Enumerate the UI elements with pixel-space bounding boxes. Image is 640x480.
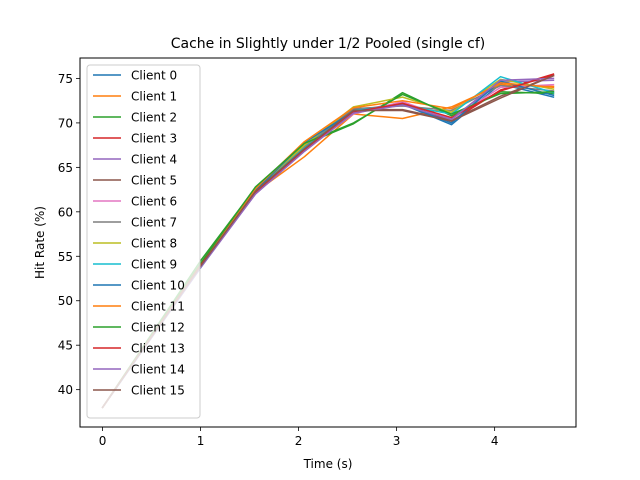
legend-label-client-15: Client 15: [131, 384, 185, 398]
legend-label-client-13: Client 13: [131, 342, 185, 356]
x-tick-label: 2: [295, 434, 303, 448]
x-tick-label: 3: [393, 434, 401, 448]
x-axis-label: Time (s): [303, 457, 353, 471]
y-tick-label: 65: [58, 161, 73, 175]
y-tick-label: 40: [58, 383, 73, 397]
legend-label-client-2: Client 2: [131, 111, 177, 125]
series-line-client-15: [101, 74, 555, 409]
legend-label-client-11: Client 11: [131, 300, 185, 314]
legend-label-client-0: Client 0: [131, 69, 177, 83]
legend-label-client-4: Client 4: [131, 153, 177, 167]
y-tick-label: 50: [58, 294, 73, 308]
x-tick-label: 4: [491, 434, 499, 448]
legend-label-client-3: Client 3: [131, 132, 177, 146]
x-tick-label: 1: [197, 434, 205, 448]
y-axis-label: Hit Rate (%): [33, 206, 47, 279]
legend-label-client-10: Client 10: [131, 279, 185, 293]
y-tick-label: 45: [58, 339, 73, 353]
legend-label-client-8: Client 8: [131, 237, 177, 251]
legend-label-client-7: Client 7: [131, 216, 177, 230]
legend-label-client-9: Client 9: [131, 258, 177, 272]
y-tick-label: 70: [58, 116, 73, 130]
y-tick-label: 75: [58, 72, 73, 86]
plot-area: [101, 73, 555, 409]
y-tick-label: 55: [58, 250, 73, 264]
legend-label-client-5: Client 5: [131, 174, 177, 188]
x-tick-label: 0: [99, 434, 107, 448]
legend: Client 0 Client 1 Client 2 Client 3 Client 4…: [86, 64, 201, 419]
legend-label-client-1: Client 1: [131, 90, 177, 104]
legend-box: [86, 64, 201, 419]
series-line-client-14: [101, 77, 555, 409]
legend-label-client-6: Client 6: [131, 195, 177, 209]
chart-title: Cache in Slightly under 1/2 Pooled (sing…: [171, 36, 486, 52]
y-axis: 40 45 50 55 60 65 70 75: [58, 72, 80, 397]
y-tick-label: 60: [58, 205, 73, 219]
legend-label-client-12: Client 12: [131, 321, 185, 335]
legend-label-client-14: Client 14: [131, 363, 185, 377]
x-axis: 0 1 2 3 4: [99, 427, 499, 448]
plot-frame: [79, 57, 577, 428]
